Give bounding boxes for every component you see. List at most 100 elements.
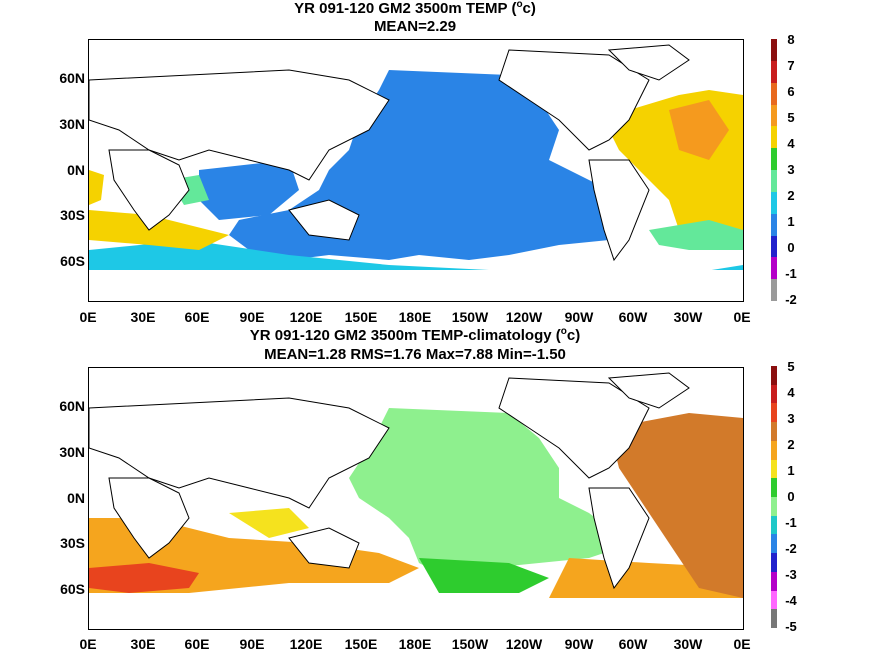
- colorbar-segment: [771, 60, 777, 83]
- panel1-colorbar-label: 4: [787, 136, 795, 151]
- panel1-colorbar-label: -1: [785, 266, 797, 281]
- panel1-ylabel-0n: 0N: [67, 162, 85, 178]
- colorbar-segment: [771, 384, 777, 404]
- panel1-xlabel: 30W: [673, 309, 703, 325]
- panel2-title-degree: o: [560, 326, 567, 337]
- panel2-ylabel-60s: 60S: [60, 581, 85, 597]
- colorbar-segment: [771, 235, 777, 258]
- panel1-xlabel: 120E: [289, 309, 323, 325]
- colorbar-segment: [771, 148, 777, 171]
- panel1-map: [88, 39, 744, 302]
- panel2-colorbar-label: 3: [787, 411, 795, 426]
- colorbar-segment: [771, 440, 777, 460]
- colorbar-segment: [771, 213, 777, 236]
- colorbar-segment: [771, 191, 777, 214]
- panel2-subtitle: MEAN=1.28 RMS=1.76 Max=7.88 Min=-1.50: [264, 346, 566, 363]
- panel1-xlabel: 60E: [184, 309, 210, 325]
- colorbar-segment: [771, 257, 777, 280]
- atlantic-brown-region: [609, 413, 743, 598]
- colorbar-segment: [771, 478, 777, 498]
- panel1-xlabel: 90W: [564, 309, 594, 325]
- panel1-colorbar-label: 5: [787, 110, 795, 125]
- panel2-colorbar-label: 0: [787, 489, 795, 504]
- panel1-xlabel: 150W: [451, 309, 489, 325]
- panel1-ylabel-60s: 60S: [60, 253, 85, 269]
- colorbar-segment: [771, 39, 777, 61]
- panel2-colorbar-label: -3: [785, 567, 797, 582]
- panel1-colorbar-label: -2: [785, 292, 797, 307]
- panel2-colorbar-label: -2: [785, 541, 797, 556]
- panel2-title-text: YR 091-120 GM2 3500m TEMP-climatology (: [249, 327, 561, 344]
- panel1-title-unit: c): [522, 0, 536, 17]
- panel2-ylabel-30n: 30N: [59, 444, 85, 460]
- panel1-ylabel-60n: 60N: [59, 70, 85, 86]
- panel1-xlabel: 0E: [733, 309, 751, 325]
- panel2-xlabel: 150W: [451, 636, 489, 652]
- panel2-colorbar: [771, 366, 777, 629]
- south-atlantic-green-region: [649, 220, 743, 250]
- panel2-map-svg: [89, 372, 743, 629]
- colorbar-segment: [771, 590, 777, 610]
- atlantic-orange-region: [669, 100, 729, 160]
- panel2-ylabel-30s: 30S: [60, 535, 85, 551]
- panel1-colorbar-label: 0: [787, 240, 795, 255]
- colorbar-segment: [771, 279, 777, 302]
- panel2-title: YR 091-120 GM2 3500m TEMP-climatology (o…: [0, 326, 830, 345]
- panel2-colorbar-label: -5: [785, 619, 797, 634]
- antarctica-region: [89, 270, 743, 301]
- panel1-colorbar-label: 7: [787, 58, 795, 73]
- panel2-xlabel: 120W: [505, 636, 543, 652]
- panel1-ylabel-30s: 30S: [60, 207, 85, 223]
- panel1-colorbar-label: 1: [787, 214, 795, 229]
- panel2-xlabel: 0E: [733, 636, 751, 652]
- panel2-xlabel: 90E: [239, 636, 265, 652]
- indian-red-region: [89, 563, 199, 593]
- panel1-xlabel: 180E: [398, 309, 432, 325]
- panel1-xlabel: 0E: [79, 309, 97, 325]
- panel1-subtitle: MEAN=2.29: [373, 18, 457, 35]
- colorbar-segment: [771, 170, 777, 192]
- colorbar-segment: [771, 459, 777, 479]
- panel1-colorbar: [771, 39, 777, 302]
- panel2-xlabel: 150E: [344, 636, 378, 652]
- indian-ocean-region: [199, 160, 299, 220]
- panel2-xlabel: 180E: [398, 636, 432, 652]
- panel1-xlabel: 90E: [239, 309, 265, 325]
- west-edge-yellow: [89, 170, 104, 205]
- indian-yellow-region: [229, 508, 309, 538]
- colorbar-segment: [771, 553, 777, 573]
- panel1-ylabel-30n: 30N: [59, 116, 85, 132]
- panel1-colorbar-label: 2: [787, 188, 795, 203]
- panel2-xlabel: 30W: [673, 636, 703, 652]
- indian-yellow-band: [89, 210, 229, 250]
- colorbar-segment: [771, 609, 777, 629]
- panel2-ylabel-60n: 60N: [59, 398, 85, 414]
- colorbar-segment: [771, 515, 777, 535]
- colorbar-segment: [771, 403, 777, 423]
- colorbar-segment: [771, 534, 777, 554]
- panel1-xlabel: 150E: [344, 309, 378, 325]
- panel1-title: YR 091-120 GM2 3500m TEMP (oc): [0, 0, 830, 17]
- panel2-title-unit: c): [566, 327, 581, 344]
- panel2-colorbar-label: 5: [787, 359, 795, 374]
- panel2-map: [88, 367, 744, 630]
- panel2-xlabel: 90W: [564, 636, 594, 652]
- panel1-xlabel: 60W: [618, 309, 648, 325]
- pacific-green-region: [419, 558, 549, 593]
- panel2-colorbar-label: 2: [787, 437, 795, 452]
- panel2-xlabel: 60E: [184, 636, 210, 652]
- panel2-colorbar-label: -4: [785, 593, 797, 608]
- pacific-light-green-region: [349, 408, 619, 573]
- panel2-ylabel-0n: 0N: [67, 490, 85, 506]
- panel1-title-text: YR 091-120 GM2 3500m TEMP (: [294, 0, 517, 17]
- antarctica-region: [89, 598, 743, 629]
- colorbar-segment: [771, 497, 777, 516]
- panel2-xlabel: 30E: [130, 636, 156, 652]
- panel1-title-degree: o: [516, 0, 523, 10]
- colorbar-segment: [771, 422, 777, 442]
- panel1-map-svg: [89, 44, 743, 301]
- panel1-xlabel: 120W: [505, 309, 543, 325]
- continents: [89, 372, 690, 590]
- colorbar-segment: [771, 104, 777, 127]
- colorbar-segment: [771, 82, 777, 105]
